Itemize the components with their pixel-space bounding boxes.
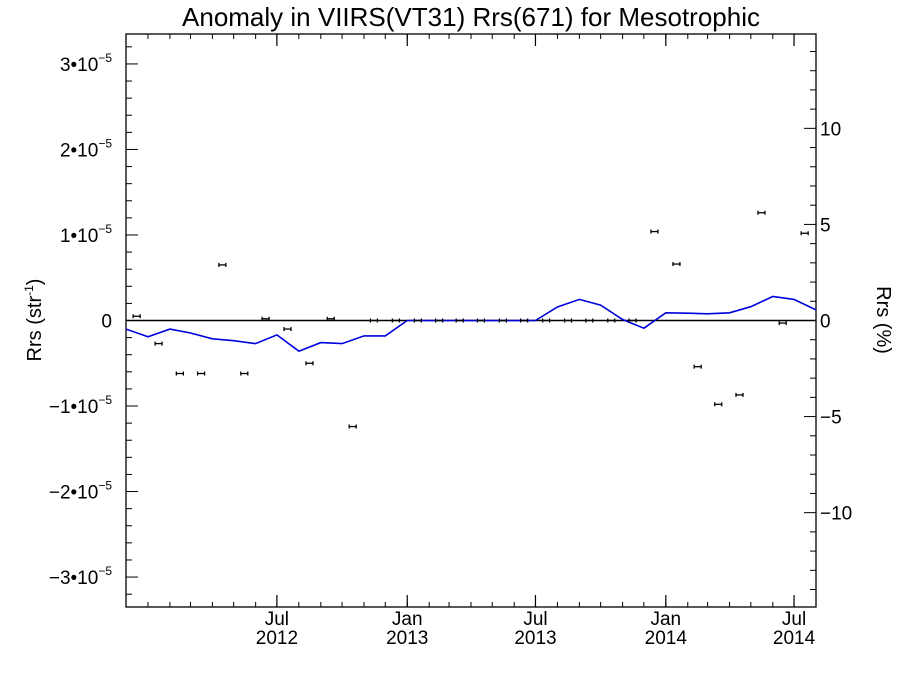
y2-tick-label: 5	[820, 215, 831, 236]
chart-title: Anomaly in VIIRS(VT31) Rrs(671) for Meso…	[182, 2, 760, 32]
data-point	[413, 318, 423, 323]
data-point	[261, 316, 270, 321]
x-tick-label-month: Jul	[265, 609, 289, 630]
data-point	[628, 318, 637, 323]
data-point	[434, 318, 444, 323]
data-point	[218, 262, 227, 267]
y2-tick-label: −10	[820, 504, 852, 525]
data-point	[757, 210, 766, 215]
data-point	[175, 371, 184, 376]
data-point	[369, 318, 379, 323]
x-tick-label-year: 2012	[256, 628, 298, 649]
y-tick-label: −3•10−5	[49, 564, 112, 589]
data-point	[196, 371, 206, 376]
data-point	[348, 424, 357, 429]
x-tick-label-month: Jul	[523, 609, 547, 630]
data-point	[326, 316, 335, 321]
y-tick-label: 3•10−5	[60, 51, 112, 76]
data-point	[391, 318, 401, 323]
data-point	[778, 321, 787, 326]
data-point	[607, 318, 616, 323]
x-tick-label-year: 2014	[773, 628, 816, 649]
x-tick-label-month: Jan	[392, 609, 423, 630]
data-point	[476, 318, 486, 323]
data-point	[240, 371, 249, 376]
data-point	[800, 231, 809, 236]
data-point	[498, 318, 508, 323]
data-point	[455, 318, 464, 323]
data-point	[283, 327, 292, 332]
data-point	[541, 318, 551, 323]
x-tick-label-month: Jul	[782, 609, 806, 630]
y2-axis-label: Rrs (%)	[872, 286, 894, 354]
series-line-percent	[125, 295, 817, 353]
data-point	[132, 314, 141, 319]
x-tick-label-year: 2013	[386, 628, 428, 649]
y-tick-label: 2•10−5	[60, 136, 112, 161]
data-point	[693, 364, 702, 369]
y-tick-label: −1•10−5	[49, 393, 112, 418]
y2-tick-label: 10	[820, 119, 841, 140]
x-tick-label-year: 2014	[645, 628, 688, 649]
y2-tick-label: 0	[820, 312, 831, 333]
x-tick-label-year: 2013	[514, 628, 556, 649]
x-tick-label-month: Jan	[650, 609, 681, 630]
y-axis-label: Rrs (str-1)	[22, 279, 46, 362]
data-point	[305, 361, 314, 366]
data-point	[585, 318, 594, 323]
data-point	[714, 402, 723, 407]
data-point	[563, 318, 573, 323]
data-point	[154, 341, 163, 346]
plot-area: Jul2012Jan2013Jul2013Jan2014Jul2014−3•10…	[49, 33, 852, 649]
y-tick-label: 0	[101, 312, 112, 333]
svg-text:Rrs (str-1): Rrs (str-1)	[22, 279, 46, 362]
data-point	[735, 392, 744, 397]
data-point	[672, 262, 681, 267]
y2-tick-label: −5	[820, 408, 842, 429]
data-point	[519, 318, 529, 323]
y-tick-label: −2•10−5	[49, 479, 112, 504]
y-tick-label: 1•10−5	[60, 222, 112, 247]
data-point	[650, 229, 659, 234]
